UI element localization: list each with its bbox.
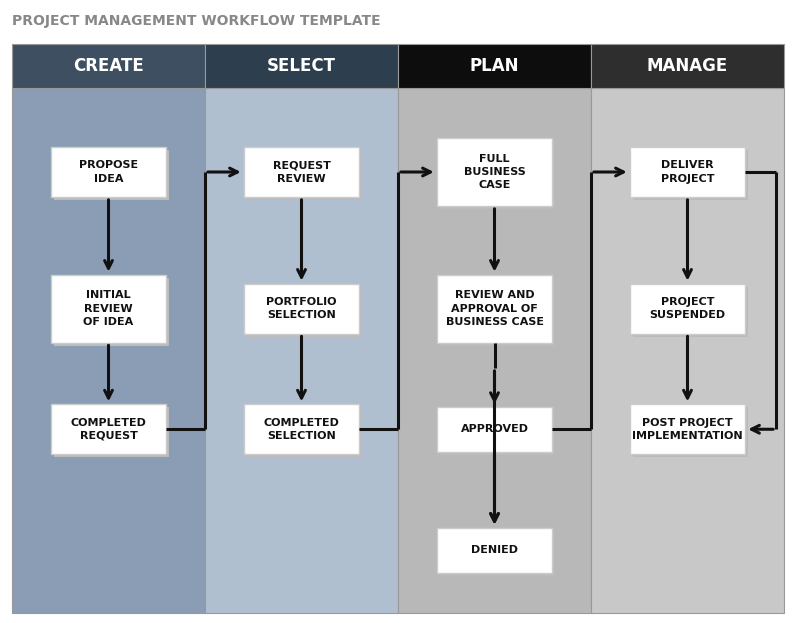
Bar — [12, 44, 205, 88]
Bar — [633, 287, 748, 336]
Bar — [591, 44, 784, 88]
Bar — [244, 283, 360, 333]
Text: PLAN: PLAN — [470, 57, 519, 75]
Text: PORTFOLIO
SELECTION: PORTFOLIO SELECTION — [266, 297, 337, 320]
Text: DELIVER
PROJECT: DELIVER PROJECT — [661, 160, 714, 184]
Text: SELECT: SELECT — [267, 57, 336, 75]
Text: PROPOSE
IDEA: PROPOSE IDEA — [79, 160, 138, 184]
Text: REQUEST
REVIEW: REQUEST REVIEW — [272, 160, 330, 184]
Bar — [51, 404, 166, 454]
Bar — [630, 404, 745, 454]
Bar — [51, 147, 166, 197]
Text: APPROVED: APPROVED — [461, 424, 529, 434]
Bar — [439, 410, 556, 455]
Bar — [439, 531, 556, 576]
Bar — [398, 88, 591, 613]
Bar — [436, 407, 552, 452]
Bar — [630, 283, 745, 333]
Bar — [53, 277, 170, 346]
Bar — [436, 138, 552, 206]
Text: PROJECT MANAGEMENT WORKFLOW TEMPLATE: PROJECT MANAGEMENT WORKFLOW TEMPLATE — [12, 14, 380, 28]
Bar — [51, 275, 166, 343]
Bar — [633, 407, 748, 457]
Bar — [247, 407, 362, 457]
Bar — [53, 407, 170, 457]
Bar — [247, 287, 362, 336]
Bar — [247, 150, 362, 200]
Bar — [12, 88, 205, 613]
Text: PROJECT
SUSPENDED: PROJECT SUSPENDED — [650, 297, 726, 320]
Text: INITIAL
REVIEW
OF IDEA: INITIAL REVIEW OF IDEA — [84, 290, 134, 326]
Bar — [244, 404, 360, 454]
Bar — [633, 150, 748, 200]
Bar — [205, 44, 398, 88]
Text: FULL
BUSINESS
CASE: FULL BUSINESS CASE — [463, 154, 525, 190]
Text: COMPLETED
REQUEST: COMPLETED REQUEST — [71, 417, 146, 441]
Bar — [53, 150, 170, 200]
Text: REVIEW AND
APPROVAL OF
BUSINESS CASE: REVIEW AND APPROVAL OF BUSINESS CASE — [446, 290, 544, 326]
Bar — [591, 88, 784, 613]
Bar — [436, 275, 552, 343]
Bar — [244, 147, 360, 197]
Text: COMPLETED
SELECTION: COMPLETED SELECTION — [263, 417, 339, 441]
Bar — [205, 88, 398, 613]
Text: CREATE: CREATE — [73, 57, 144, 75]
Bar — [439, 277, 556, 346]
Bar — [398, 44, 591, 88]
Bar — [630, 147, 745, 197]
Text: POST PROJECT
IMPLEMENTATION: POST PROJECT IMPLEMENTATION — [632, 417, 743, 441]
Text: MANAGE: MANAGE — [647, 57, 728, 75]
Bar — [439, 141, 556, 209]
Bar — [436, 528, 552, 573]
Text: DENIED: DENIED — [471, 545, 518, 555]
